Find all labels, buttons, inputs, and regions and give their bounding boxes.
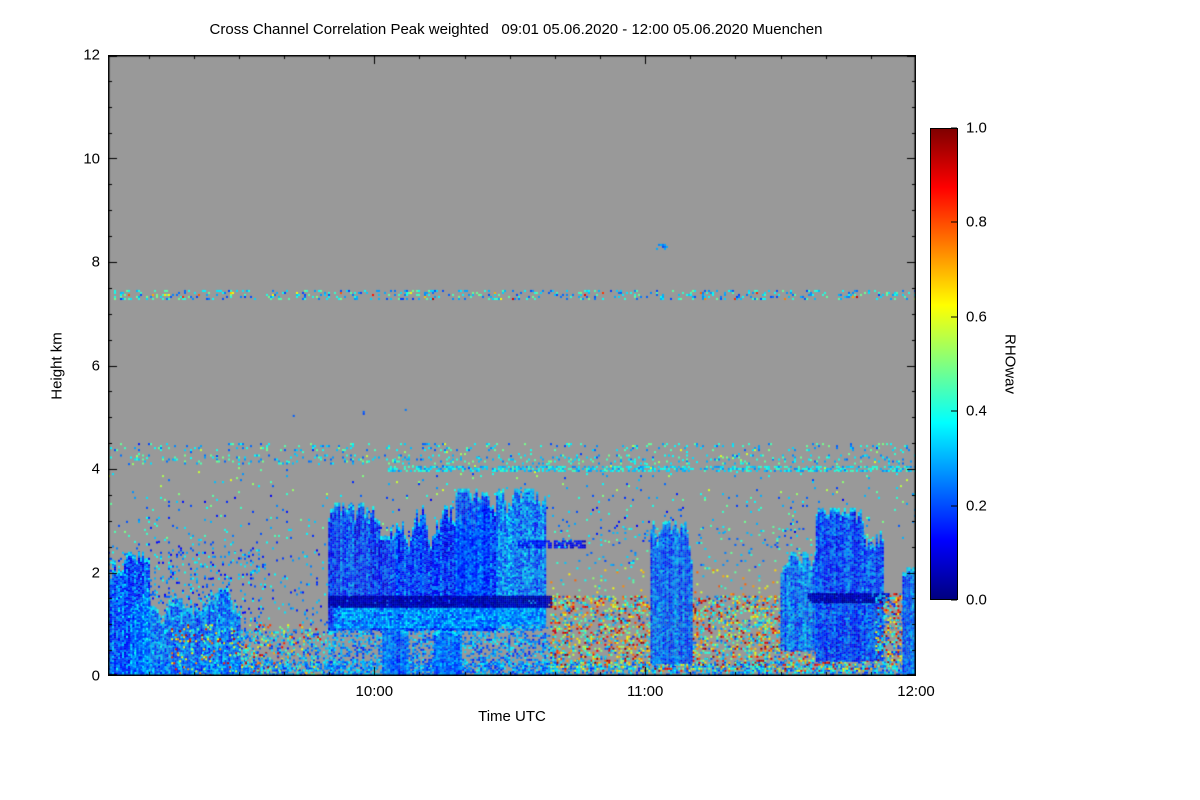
x-tick-label: 11:00 [626,683,664,700]
x-axis-label: Time UTC [478,708,546,725]
colorbar-tick-label: 0.0 [966,591,987,609]
y-tick-label: 8 [91,253,100,271]
x-tick-label: 10:00 [355,683,394,700]
y-tick-label: 6 [91,357,100,374]
y-tick-label: 10 [83,150,100,167]
colorbar-tick-label: 1.0 [966,119,987,137]
x-tick-label: 12:00 [897,683,935,700]
y-tick-label: 12 [83,46,100,64]
colorbar-tick-label: 0.2 [966,497,987,515]
colorbar-tick-label: 0.8 [966,213,987,231]
heatmap-canvas [108,55,916,676]
colorbar [930,128,958,600]
colorbar-tick-label: 0.6 [966,308,987,326]
chart-title: Cross Channel Correlation Peak weighted … [209,21,823,38]
y-tick-label: 0 [91,667,100,685]
colorbar-tick-label: 0.4 [966,402,987,420]
y-tick-label: 4 [91,460,100,478]
y-tick-label: 2 [91,564,100,581]
colorbar-label: RHOwav [1001,333,1019,395]
